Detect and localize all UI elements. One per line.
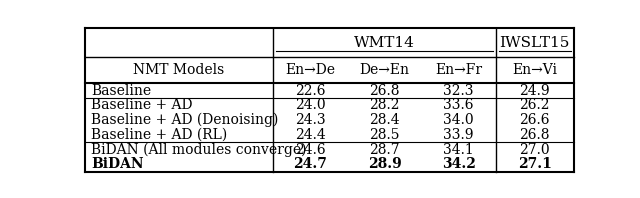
Text: En→De: En→De (285, 63, 335, 77)
Text: BiDAN (All modules converge): BiDAN (All modules converge) (91, 142, 307, 157)
Text: Baseline + AD (Denoising): Baseline + AD (Denoising) (91, 113, 278, 127)
Text: 26.8: 26.8 (520, 128, 550, 142)
Text: 34.1: 34.1 (444, 143, 474, 157)
Text: 24.4: 24.4 (295, 128, 326, 142)
Text: 32.3: 32.3 (444, 84, 474, 98)
Text: 26.6: 26.6 (520, 113, 550, 127)
Text: 24.0: 24.0 (295, 98, 326, 112)
Text: IWSLT15: IWSLT15 (499, 36, 570, 50)
Text: 26.2: 26.2 (520, 98, 550, 112)
Text: 28.2: 28.2 (369, 98, 400, 112)
Text: 34.0: 34.0 (444, 113, 474, 127)
Text: 24.3: 24.3 (295, 113, 326, 127)
Text: Baseline: Baseline (91, 84, 151, 98)
Text: 26.8: 26.8 (369, 84, 400, 98)
Text: Baseline + AD (RL): Baseline + AD (RL) (91, 128, 227, 142)
Text: BiDAN: BiDAN (91, 157, 143, 171)
Text: 33.9: 33.9 (444, 128, 474, 142)
Text: 24.7: 24.7 (293, 157, 327, 171)
Text: WMT14: WMT14 (354, 36, 415, 50)
Text: 28.9: 28.9 (367, 157, 401, 171)
Text: 28.5: 28.5 (369, 128, 400, 142)
Text: 27.1: 27.1 (518, 157, 552, 171)
Text: 27.0: 27.0 (520, 143, 550, 157)
Text: 28.4: 28.4 (369, 113, 400, 127)
Text: NMT Models: NMT Models (133, 63, 225, 77)
Text: Baseline + AD: Baseline + AD (91, 98, 193, 112)
Text: En→Vi: En→Vi (512, 63, 557, 77)
Text: En→Fr: En→Fr (435, 63, 483, 77)
Text: 24.6: 24.6 (295, 143, 326, 157)
Text: 33.6: 33.6 (444, 98, 474, 112)
Text: 28.7: 28.7 (369, 143, 400, 157)
Text: De→En: De→En (360, 63, 410, 77)
Text: 34.2: 34.2 (442, 157, 476, 171)
Text: 24.9: 24.9 (520, 84, 550, 98)
Text: 22.6: 22.6 (295, 84, 325, 98)
